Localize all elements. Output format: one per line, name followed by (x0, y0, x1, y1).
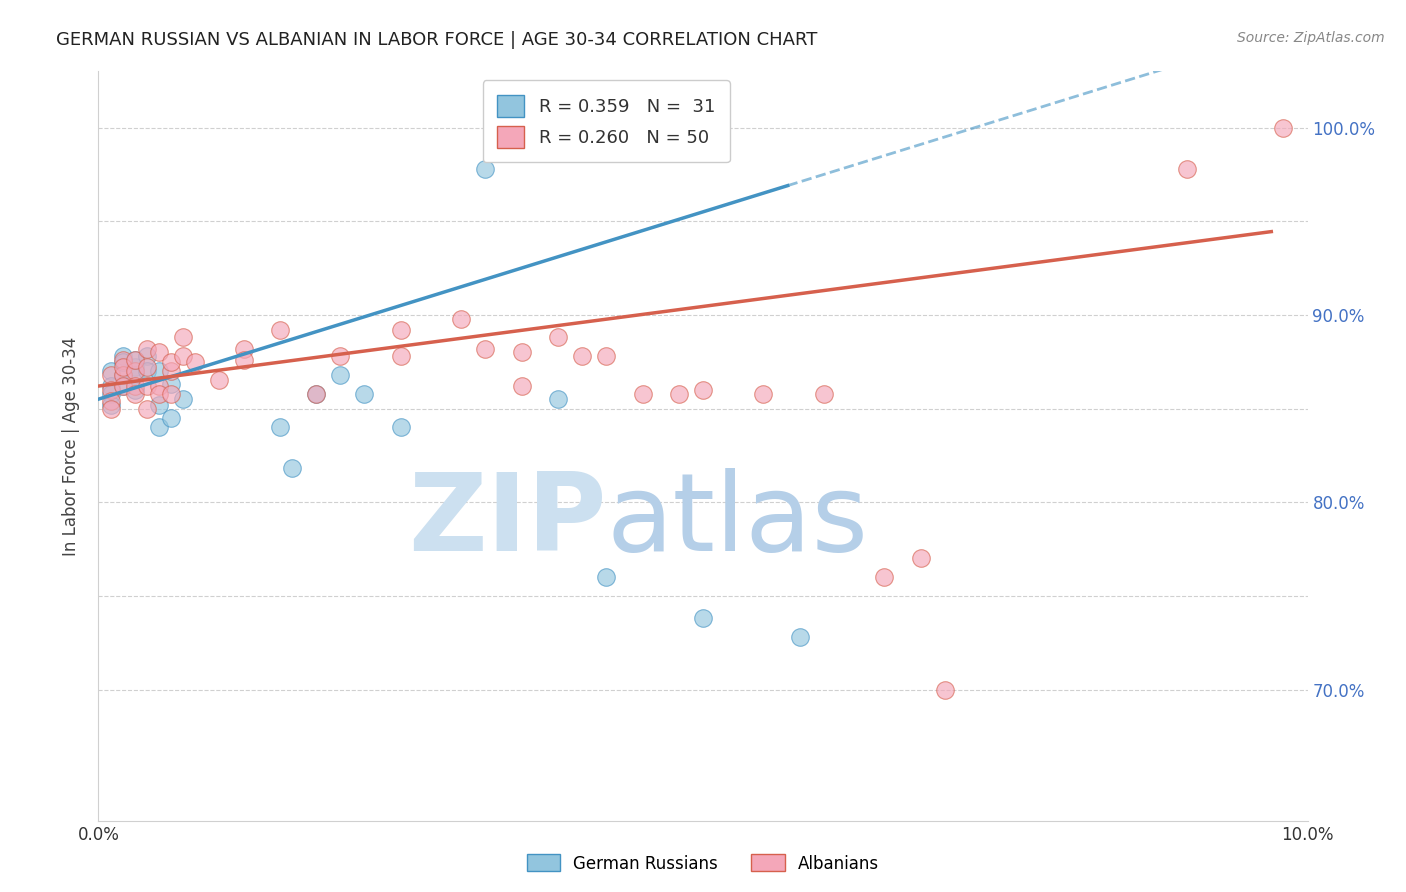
Point (160, 411, 183, 425)
Point (111, 379, 134, 393)
Point (873, 570, 896, 584)
Point (172, 392, 194, 407)
Point (474, 342, 496, 356)
Point (111, 379, 134, 393)
Point (269, 420, 291, 434)
Point (135, 342, 157, 356)
Point (547, 330, 569, 344)
Point (135, 379, 157, 393)
Point (124, 352, 146, 367)
Legend: German Russians, Albanians: German Russians, Albanians (520, 847, 886, 880)
Point (208, 374, 231, 388)
Point (184, 355, 207, 369)
Point (389, 349, 412, 363)
Point (124, 383, 146, 397)
Point (148, 364, 170, 378)
Point (160, 377, 183, 392)
Point (389, 323, 412, 337)
Point (1272, 120, 1295, 135)
Point (1175, 161, 1198, 176)
Point (100, 394, 122, 409)
Point (124, 360, 146, 375)
Point (111, 349, 134, 363)
Point (692, 611, 714, 625)
Point (124, 364, 146, 378)
Point (692, 383, 714, 397)
Text: Source: ZipAtlas.com: Source: ZipAtlas.com (1237, 31, 1385, 45)
Point (789, 630, 811, 644)
Y-axis label: In Labor Force | Age 30-34: In Labor Force | Age 30-34 (62, 336, 80, 556)
Point (111, 368, 134, 382)
Point (124, 368, 146, 382)
Point (111, 368, 134, 382)
Point (100, 401, 122, 416)
Point (232, 352, 254, 367)
Point (100, 386, 122, 401)
Point (474, 161, 496, 176)
Point (232, 342, 254, 356)
Point (135, 360, 157, 375)
Point (160, 386, 183, 401)
Point (135, 401, 157, 416)
Point (450, 311, 472, 326)
Point (752, 386, 775, 401)
Point (160, 355, 183, 369)
Text: GERMAN RUSSIAN VS ALBANIAN IN LABOR FORCE | AGE 30-34 CORRELATION CHART: GERMAN RUSSIAN VS ALBANIAN IN LABOR FORC… (56, 31, 818, 49)
Point (148, 379, 170, 393)
Point (934, 682, 956, 697)
Text: atlas: atlas (606, 468, 869, 574)
Point (111, 360, 134, 375)
Point (389, 420, 412, 434)
Point (148, 345, 170, 359)
Point (353, 386, 375, 401)
Point (100, 368, 122, 382)
Point (571, 349, 593, 363)
Point (111, 352, 134, 367)
Point (124, 386, 146, 401)
Point (595, 349, 617, 363)
Point (135, 364, 157, 378)
Point (111, 355, 134, 369)
Point (329, 368, 352, 382)
Point (305, 386, 328, 401)
Point (910, 551, 932, 566)
Point (305, 386, 328, 401)
Legend: R = 0.359   N =  31, R = 0.260   N = 50: R = 0.359 N = 31, R = 0.260 N = 50 (482, 80, 730, 162)
Point (148, 398, 170, 412)
Point (100, 364, 122, 378)
Point (269, 323, 291, 337)
Point (813, 386, 835, 401)
Point (510, 345, 533, 359)
Point (595, 570, 617, 584)
Point (148, 386, 170, 401)
Point (547, 392, 569, 407)
Point (631, 386, 654, 401)
Point (160, 364, 183, 378)
Point (281, 461, 304, 475)
Point (135, 349, 157, 363)
Point (100, 398, 122, 412)
Point (172, 349, 194, 363)
Point (124, 352, 146, 367)
Point (148, 420, 170, 434)
Text: ZIP: ZIP (408, 468, 606, 574)
Point (100, 379, 122, 393)
Point (510, 379, 533, 393)
Point (100, 383, 122, 397)
Point (668, 386, 690, 401)
Point (329, 349, 352, 363)
Point (124, 379, 146, 393)
Point (172, 330, 194, 344)
